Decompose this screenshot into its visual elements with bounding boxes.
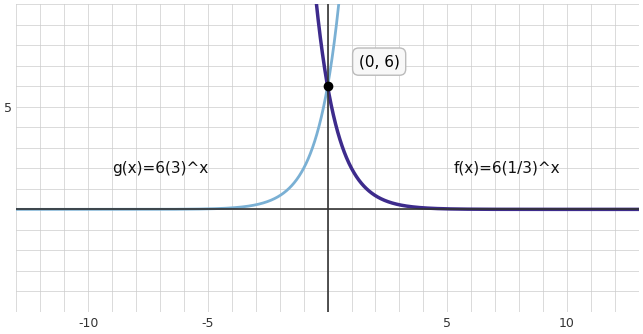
- Text: (0, 6): (0, 6): [359, 54, 399, 69]
- Text: g(x)=6(3)^x: g(x)=6(3)^x: [112, 161, 208, 176]
- Text: f(x)=6(1/3)^x: f(x)=6(1/3)^x: [454, 161, 561, 176]
